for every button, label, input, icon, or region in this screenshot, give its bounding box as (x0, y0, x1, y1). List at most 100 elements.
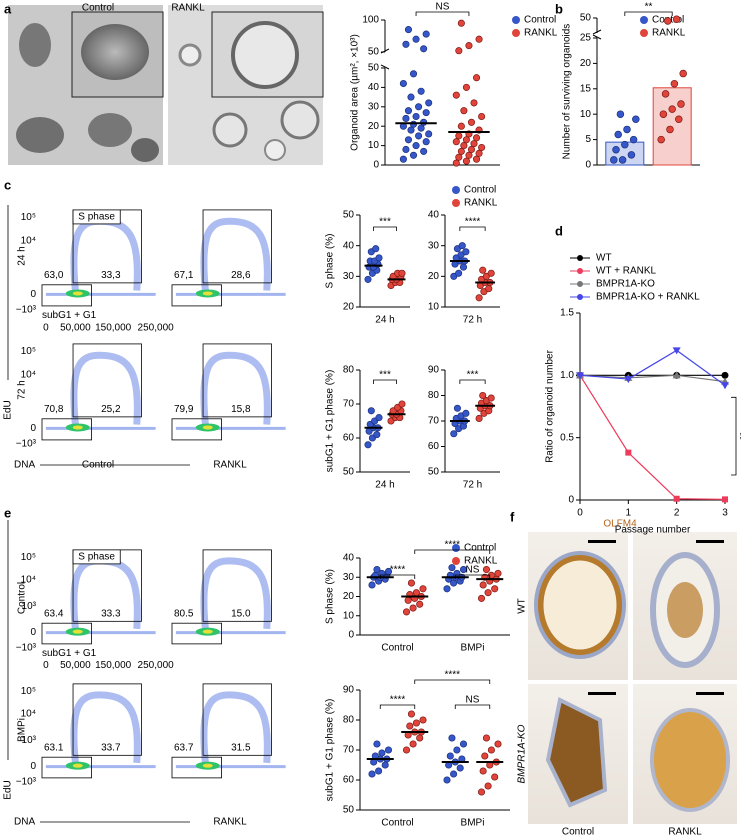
point (399, 155, 407, 163)
legend-label: BMPR1A-KO (596, 279, 655, 290)
y-tick-label: 0 (30, 289, 36, 300)
legend-marker (640, 16, 648, 24)
point (482, 734, 491, 742)
y-tick-label: 90 (343, 685, 355, 696)
point (467, 118, 476, 126)
col-label: RANKL (213, 460, 247, 471)
row-label: 24 h (17, 246, 28, 265)
point (404, 26, 413, 34)
x-tick-label: 24 h (375, 480, 394, 491)
gate-s (202, 683, 272, 756)
point (621, 140, 629, 149)
point (465, 42, 473, 50)
y-tick-label: 10⁴ (21, 369, 36, 380)
y-tick-label: 0 (373, 160, 379, 171)
y-tick-label: 10⁵ (21, 552, 36, 563)
axis-break (592, 29, 602, 35)
y-tick-label: 20 (428, 271, 440, 282)
x-tick-label: 150,000 (95, 323, 132, 334)
point (494, 740, 502, 748)
y-tick-label: 0 (30, 761, 36, 772)
y-tick-label: 10⁴ (21, 235, 36, 246)
line (579, 349, 726, 386)
point (417, 124, 425, 132)
gate-value: 63,0 (44, 270, 64, 281)
point (479, 767, 487, 775)
legend-marker (640, 29, 648, 37)
gate-value: 63.4 (44, 608, 64, 619)
significance: *** (379, 370, 391, 381)
col-label: RANKL (668, 827, 702, 838)
legend-marker (512, 16, 520, 24)
point (457, 122, 465, 130)
gate-label-box (72, 209, 121, 225)
y-tick-label: 10³ (22, 601, 37, 612)
point (404, 107, 413, 115)
x-tick-label: BMPi (461, 818, 485, 829)
marker (624, 376, 633, 384)
x-axis-label: Passage number (615, 525, 691, 536)
line (579, 375, 726, 500)
y-tick-label: 30 (428, 240, 440, 251)
gate-g1 (171, 418, 222, 441)
x-tick-label: 0 (43, 660, 49, 671)
point (381, 761, 389, 769)
y-tick-label: 30 (343, 572, 355, 583)
marker (721, 371, 729, 379)
legend-marker (452, 186, 460, 194)
y-axis-label: Organoid area (µm², ×10³) (350, 34, 361, 151)
x-tick-label: 250,000 (138, 660, 175, 671)
gate-g1 (171, 284, 222, 307)
marker (722, 496, 728, 503)
bracket (415, 11, 470, 16)
gate-g1 (41, 622, 92, 645)
bracket (459, 226, 486, 231)
point (412, 142, 420, 150)
legend-marker (577, 294, 583, 300)
y-tick-label: 1.5 (560, 308, 574, 319)
x-tick-label: 72 h (463, 315, 482, 326)
marker (672, 347, 681, 355)
legend-label: WT (596, 253, 612, 264)
point (455, 132, 463, 140)
y-tick-label: 40 (343, 553, 355, 564)
density-core (72, 425, 83, 430)
gate-value: 79,9 (174, 404, 194, 415)
legend-label: RANKL (524, 28, 558, 39)
point (467, 145, 476, 154)
legend-label: Control (464, 185, 496, 196)
point (614, 130, 622, 139)
col-label: Control (562, 827, 594, 838)
gate-value: 33,3 (101, 270, 121, 281)
x-tick-label: 0 (577, 508, 583, 519)
y-tick-label: 20 (343, 302, 355, 313)
legend-marker (577, 268, 583, 274)
point (487, 269, 495, 277)
point (402, 40, 410, 48)
y-tick-label: −10³ (16, 438, 37, 449)
point (364, 441, 372, 449)
y-tick-label: 50 (428, 467, 440, 478)
legend-label: Control (524, 15, 556, 26)
marker (576, 372, 584, 380)
point (616, 110, 625, 118)
point (462, 136, 470, 144)
panel-label: c (4, 177, 11, 192)
legend-label: RANKL (652, 28, 686, 39)
point (629, 135, 638, 144)
row-label: BMPi (17, 718, 28, 742)
row-label: 72 h (17, 380, 28, 399)
point (367, 407, 375, 415)
point (657, 135, 665, 144)
point (419, 585, 427, 593)
y-tick-label: −10³ (16, 642, 37, 653)
density-core (72, 291, 83, 296)
y-tick-label: 60 (343, 775, 355, 786)
point (378, 749, 386, 757)
gate-s (72, 683, 142, 756)
point (487, 394, 495, 402)
point (402, 114, 410, 122)
y-tick-label: 100 (362, 15, 379, 26)
point (453, 404, 461, 412)
y-axis-label: Ratio of organoid number (545, 349, 556, 463)
